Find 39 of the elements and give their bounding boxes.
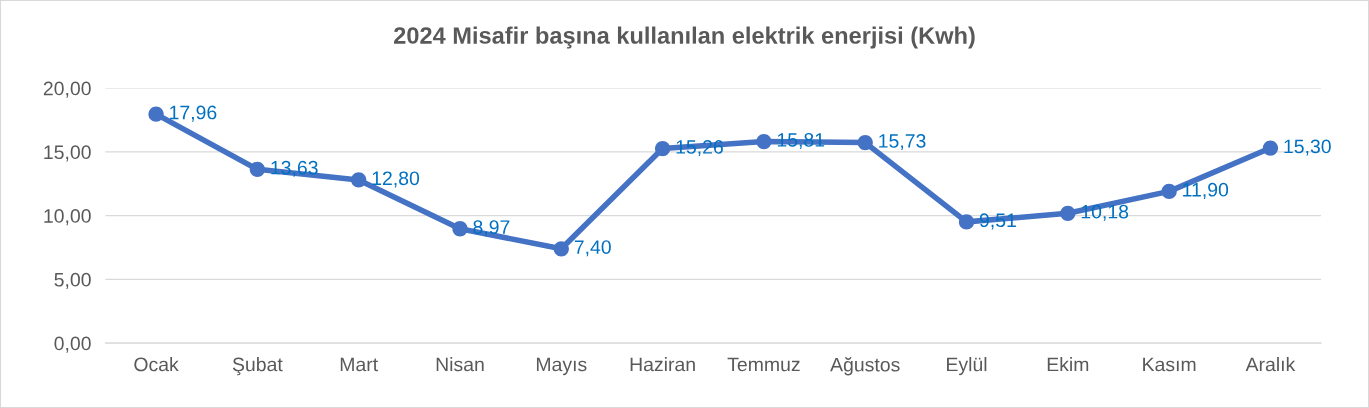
chart-title: 2024 Misafir başına kullanılan elektrik enerjisi (Kwh) xyxy=(394,26,975,49)
x-tick-label: Kasım xyxy=(1143,357,1196,372)
x-tick-label: Şubat xyxy=(232,357,283,376)
point xyxy=(1060,205,1076,221)
x-tick-label: Ağustos xyxy=(830,357,900,376)
point xyxy=(1262,140,1279,156)
x-tick-label: Nisan xyxy=(436,357,484,372)
point xyxy=(958,214,975,230)
data-label: 8,97 xyxy=(473,220,510,237)
data-label: 15,30 xyxy=(1284,139,1331,156)
data-label: 11,90 xyxy=(1183,182,1229,199)
y-tick-label: 0,00 xyxy=(54,336,91,353)
point xyxy=(452,221,468,237)
point xyxy=(654,140,671,157)
point xyxy=(249,161,266,177)
x-tick-label: Mayıs xyxy=(536,357,587,376)
y-tick-label: 10,00 xyxy=(44,209,91,226)
x-tick-label: Haziran xyxy=(630,357,695,372)
data-label: 15,73 xyxy=(879,134,926,151)
point xyxy=(351,172,367,188)
x-tick-label: Eylül xyxy=(947,357,987,376)
x-tick-label: Mart xyxy=(340,357,378,372)
y-tick-label: 5,00 xyxy=(54,272,91,289)
x-tick-label: Ekim xyxy=(1047,357,1089,372)
y-tick-label: 20,00 xyxy=(43,81,91,98)
x-tick-label: Temmuz xyxy=(727,357,800,372)
data-label: 17,96 xyxy=(170,105,217,122)
x-tick-label: Aralık xyxy=(1245,357,1296,372)
point xyxy=(857,134,873,151)
point xyxy=(1161,183,1177,200)
data-label: 10,18 xyxy=(1081,204,1129,221)
x-tick-label: Ocak xyxy=(134,357,179,372)
data-label: 12,80 xyxy=(372,171,420,188)
point xyxy=(553,241,569,257)
data-label: 7,40 xyxy=(574,240,611,257)
point xyxy=(756,133,772,150)
point xyxy=(148,106,164,122)
y-tick-label: 15,00 xyxy=(44,145,91,162)
data-label: 9,51 xyxy=(979,213,1016,230)
